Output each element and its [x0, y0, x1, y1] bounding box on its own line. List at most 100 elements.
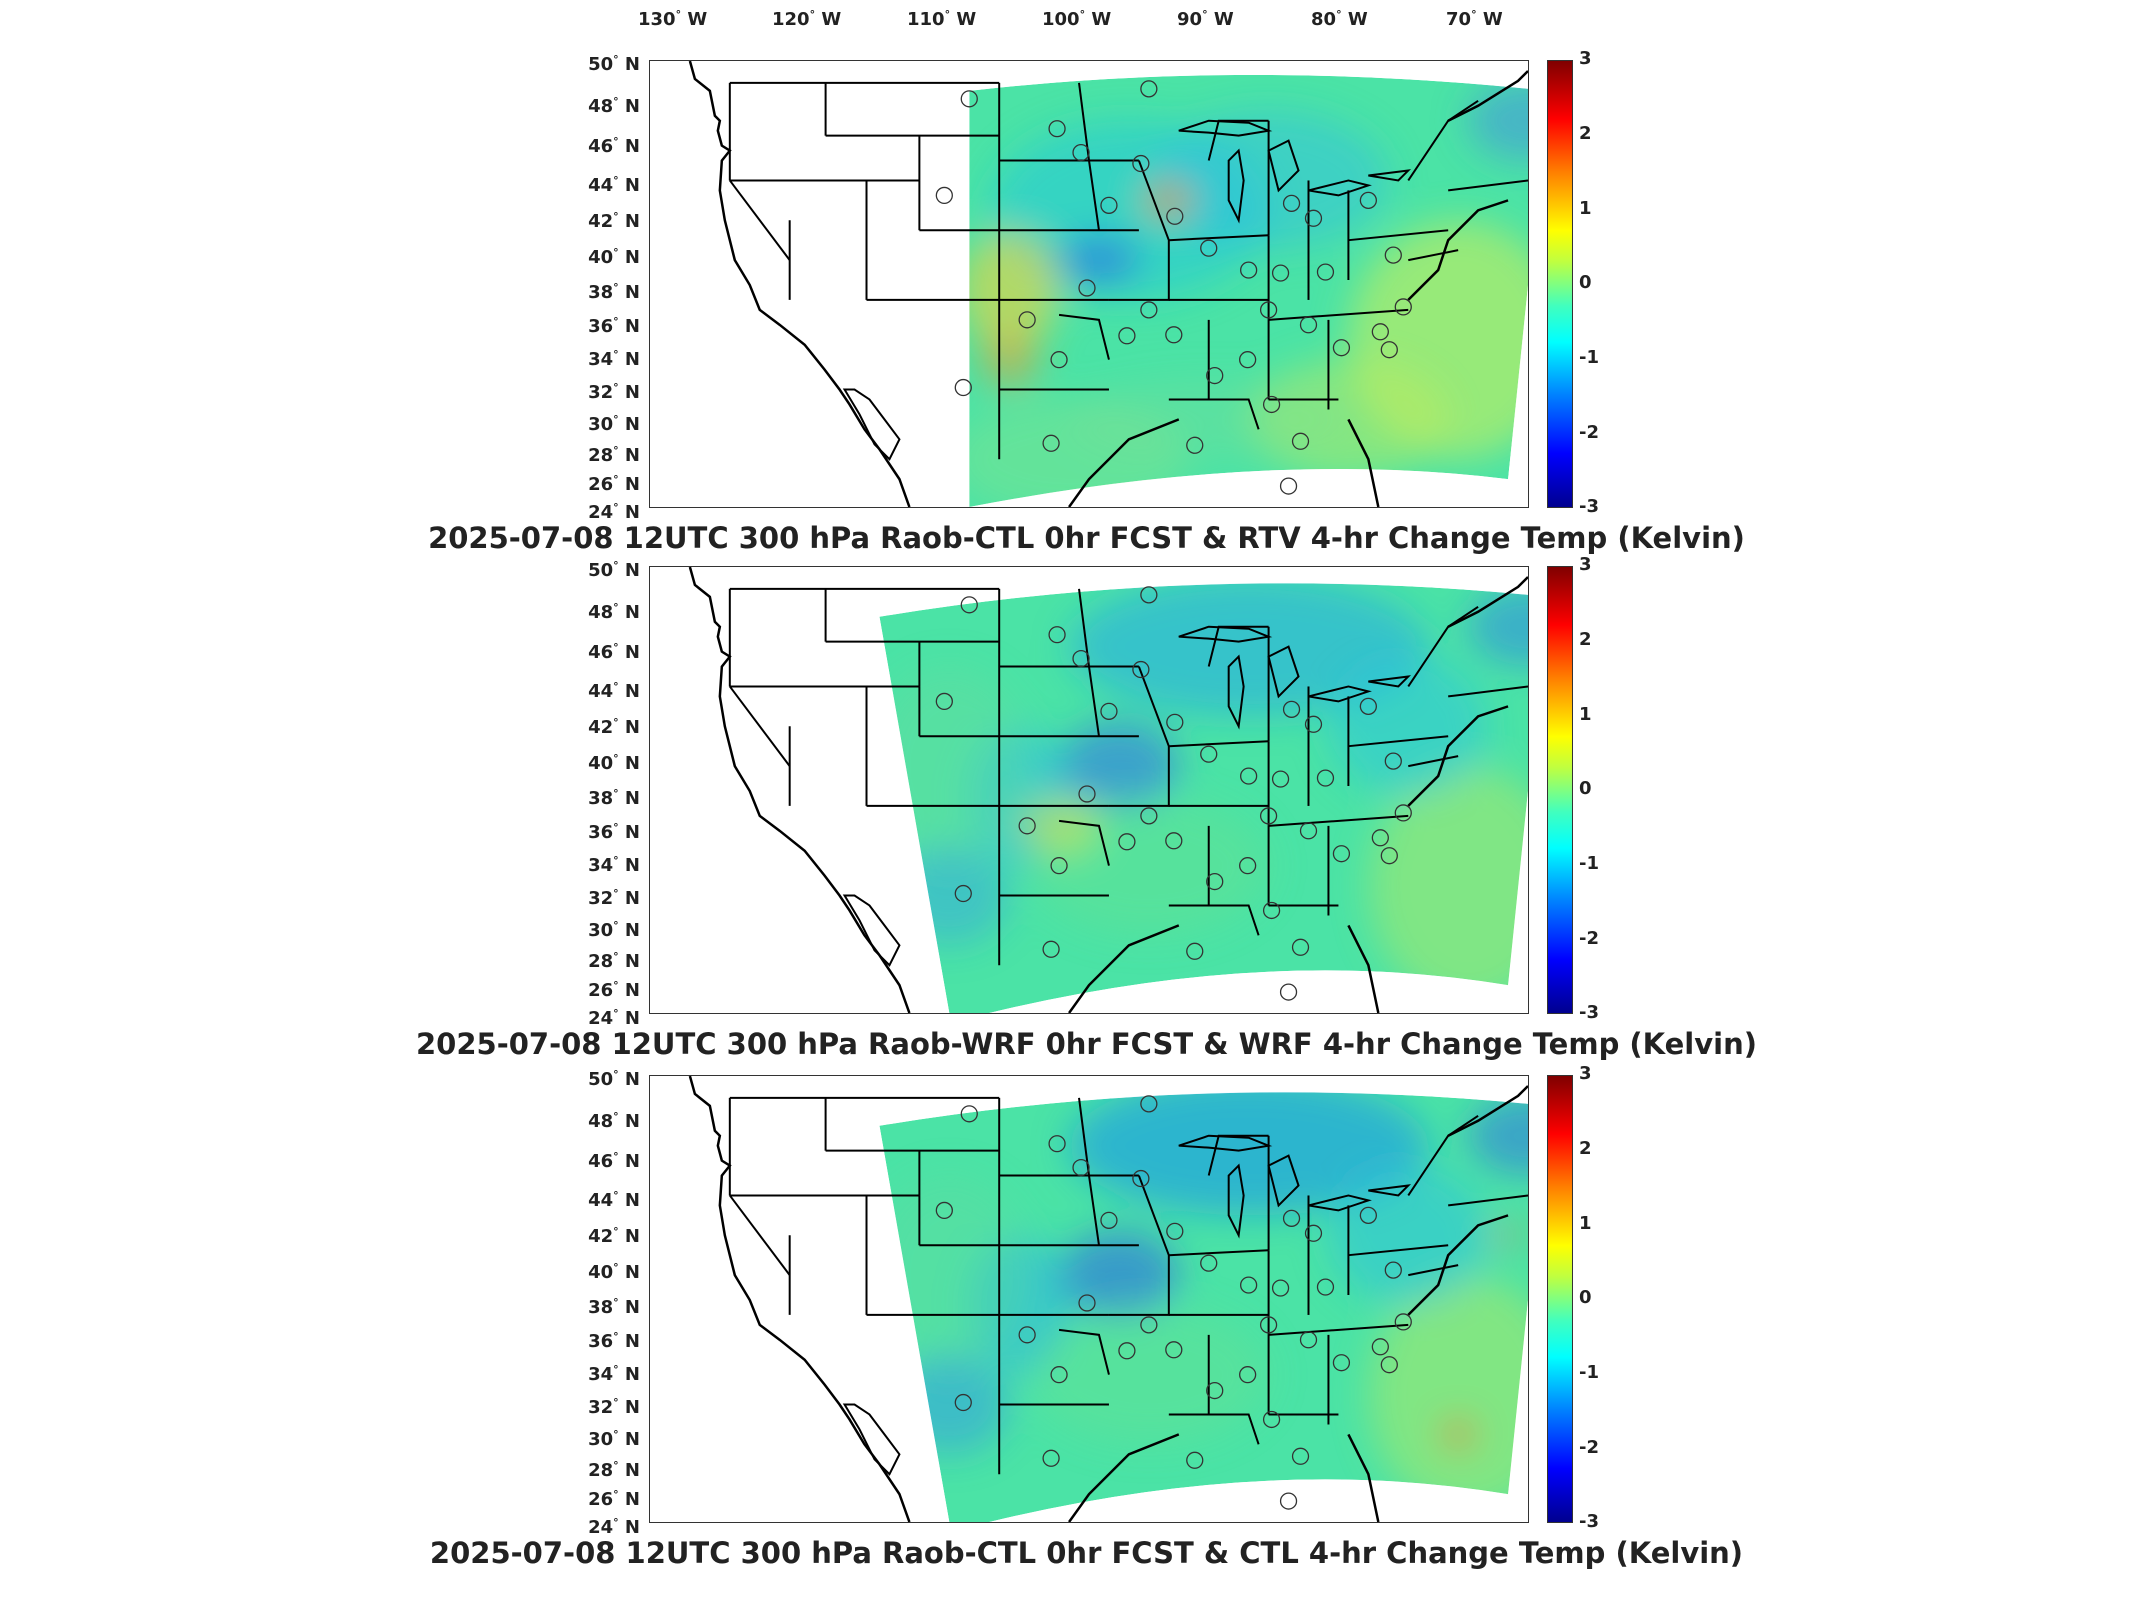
colorbar-tick-label: 1: [1579, 1213, 1592, 1234]
coastline: [688, 1076, 911, 1522]
longitude-tick-label: 70° W: [1446, 8, 1503, 30]
latitude-tick-label: 38° N: [588, 1296, 640, 1318]
raob-station-marker: [1018, 1326, 1036, 1344]
raob-station-marker: [1259, 301, 1278, 319]
raob-station-marker: [1186, 942, 1204, 960]
raob-station-marker: [1262, 1410, 1281, 1429]
latitude-tick-label: 30° N: [588, 919, 640, 941]
raob-station-marker: [1050, 351, 1068, 369]
raob-station-marker: [1282, 194, 1301, 212]
latitude-tick-label: 40° N: [588, 1261, 640, 1283]
great-lake: [1267, 139, 1300, 193]
colorbar-tick-label: -2: [1579, 1437, 1599, 1458]
longitude-tick-label: 80° W: [1311, 8, 1368, 30]
longitude-tick-label: 110° W: [907, 8, 977, 30]
latitude-tick-label: 48° N: [588, 95, 640, 117]
latitude-tick-label: 48° N: [588, 601, 640, 623]
great-lake: [1227, 654, 1245, 730]
coastline: [688, 567, 911, 1013]
latitude-tick-label: 24° N: [588, 501, 640, 523]
raob-station-marker: [1359, 697, 1377, 715]
raob-station-marker: [1262, 901, 1281, 920]
great-lake: [1178, 625, 1273, 643]
raob-station-marker: [1282, 1209, 1301, 1227]
raob-station-marker: [1048, 1135, 1066, 1153]
state-borders: [688, 1076, 1528, 1522]
map-svg: [688, 61, 1528, 507]
raob-station-marker: [1394, 1313, 1412, 1331]
raob-station-marker: [1394, 298, 1412, 316]
great-lake: [1227, 1163, 1245, 1239]
raob-station-marker: [1140, 80, 1158, 98]
latitude-tick-label: 32° N: [588, 887, 640, 909]
map-plot-area: [649, 60, 1529, 508]
colorbar-tick-label: -1: [1579, 1362, 1599, 1383]
raob-stations: [935, 80, 1412, 495]
raob-station-marker: [1304, 209, 1323, 227]
raob-station-marker: [1118, 833, 1136, 851]
colorbar-tick-label: -2: [1579, 928, 1599, 949]
great-lake: [1308, 685, 1372, 703]
latitude-tick-label: 34° N: [588, 1363, 640, 1385]
latitude-tick-label: 48° N: [588, 1110, 640, 1132]
panel-title: 2025-07-08 12UTC 300 hPa Raob-CTL 0hr FC…: [428, 521, 1745, 555]
raob-station-marker: [1282, 700, 1301, 718]
latitude-tick-label: 38° N: [588, 787, 640, 809]
map-plot-area: [649, 1075, 1529, 1523]
colorbar-tick-label: 2: [1579, 629, 1592, 650]
raob-station-marker: [1332, 339, 1351, 357]
latitude-tick-label: 26° N: [588, 979, 640, 1001]
raob-station-marker: [1078, 279, 1096, 297]
raob-station-marker: [1042, 434, 1060, 452]
colorbar-tick-label: -3: [1579, 1511, 1599, 1532]
raob-station-marker: [1165, 832, 1183, 850]
raob-station-marker: [1279, 983, 1298, 1001]
raob-station-marker: [1259, 807, 1278, 825]
raob-station-marker: [1206, 872, 1224, 891]
colorbar-tick-label: 2: [1579, 1138, 1592, 1159]
raob-station-marker: [1018, 817, 1036, 835]
raob-station-marker: [1279, 1492, 1298, 1510]
great-lake: [1267, 1154, 1300, 1208]
raob-station-marker: [1299, 1331, 1318, 1349]
latitude-tick-label: 36° N: [588, 821, 640, 843]
latitude-tick-label: 30° N: [588, 413, 640, 435]
raob-station-marker: [1165, 1341, 1183, 1359]
latitude-tick-label: 46° N: [588, 641, 640, 663]
raob-station-marker: [1304, 715, 1323, 733]
raob-station-marker: [1050, 1366, 1068, 1384]
latitude-tick-label: 42° N: [588, 716, 640, 738]
latitude-tick-label: 26° N: [588, 1488, 640, 1510]
raob-station-marker: [1259, 1316, 1278, 1334]
raob-station-marker: [1078, 1294, 1096, 1312]
raob-station-marker: [1200, 239, 1218, 257]
raob-station-marker: [1048, 120, 1066, 138]
colorbar-tick-label: -1: [1579, 853, 1599, 874]
state-borders: [688, 567, 1528, 1013]
latitude-tick-label: 28° N: [588, 950, 640, 972]
colorbar: [1547, 60, 1573, 508]
longitude-tick-label: 90° W: [1177, 8, 1234, 30]
latitude-tick-label: 50° N: [588, 1068, 640, 1090]
raob-station-marker: [1100, 702, 1118, 720]
great-lake: [1178, 1134, 1273, 1152]
latitude-tick-label: 32° N: [588, 1396, 640, 1418]
raob-station-marker: [1239, 351, 1257, 369]
raob-station-marker: [1359, 1206, 1377, 1224]
colorbar-tick-label: 3: [1579, 554, 1592, 575]
raob-station-marker: [1118, 1342, 1136, 1360]
colorbar-tick-label: -2: [1579, 422, 1599, 443]
raob-station-marker: [1316, 769, 1335, 787]
raob-station-marker: [1304, 1224, 1323, 1242]
raob-station-marker: [935, 186, 953, 205]
raob-station-marker: [1165, 326, 1183, 344]
raob-station-marker: [1239, 857, 1257, 875]
colorbar: [1547, 1075, 1573, 1523]
latitude-tick-label: 40° N: [588, 752, 640, 774]
raob-station-marker: [1186, 1451, 1204, 1469]
temperature-change-field: [879, 1092, 1528, 1522]
latitude-tick-label: 44° N: [588, 174, 640, 196]
great-lake: [1368, 675, 1412, 688]
raob-station-marker: [1018, 311, 1036, 329]
great-lake: [1368, 169, 1412, 182]
